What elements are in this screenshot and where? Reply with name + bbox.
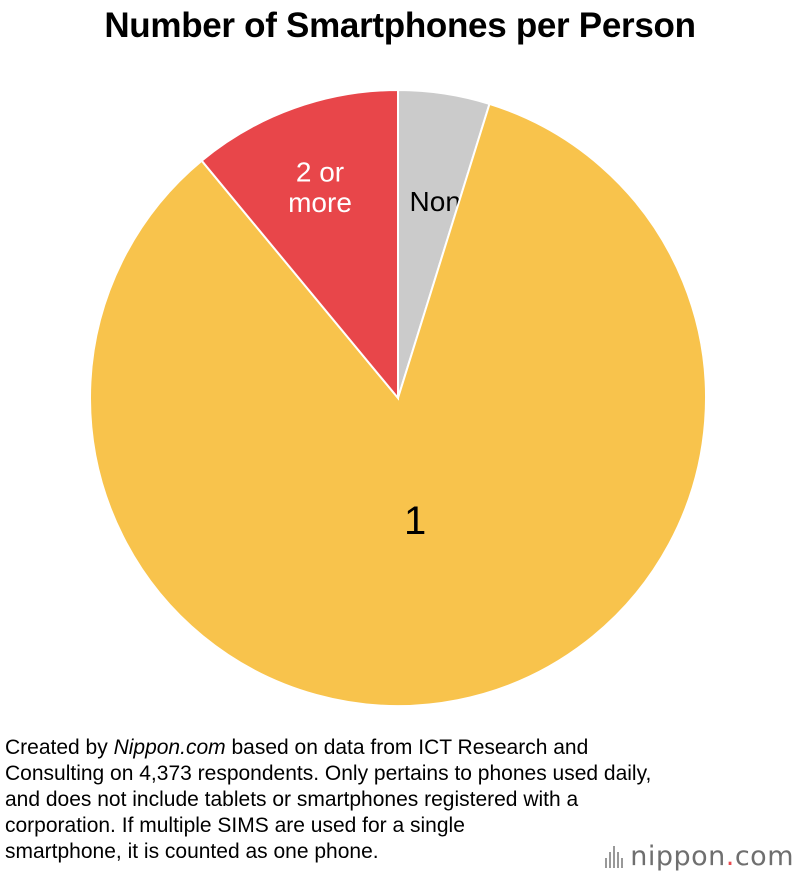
pie-slice-1 [89, 102, 707, 707]
source-site-name: Nippon.com [113, 736, 226, 759]
sound-bars-icon [605, 845, 624, 868]
source-note-line-5: smartphone, it is counted as one phone. [5, 840, 379, 863]
slice-label-1: 1 [404, 499, 426, 543]
source-note-line-2: Consulting on 4,373 respondents. Only pe… [5, 762, 652, 785]
source-note-line-1: Created by Nippon.com based on data from… [5, 736, 589, 759]
source-note-line-3: and does not include tablets or smartpho… [5, 788, 579, 811]
source-note-line-4: corporation. If multiple SIMS are used f… [5, 814, 465, 837]
brand-wordmark: nippon.com [630, 841, 794, 872]
slice-label-2-or-more: 2 or more [288, 156, 352, 218]
chart-title: Number of Smartphones per Person [104, 6, 696, 45]
nippon-com-logo: nippon.com [605, 841, 794, 872]
pie-slice-2-or-more [200, 88, 399, 401]
source-note: Created by Nippon.com based on data from… [5, 735, 795, 865]
